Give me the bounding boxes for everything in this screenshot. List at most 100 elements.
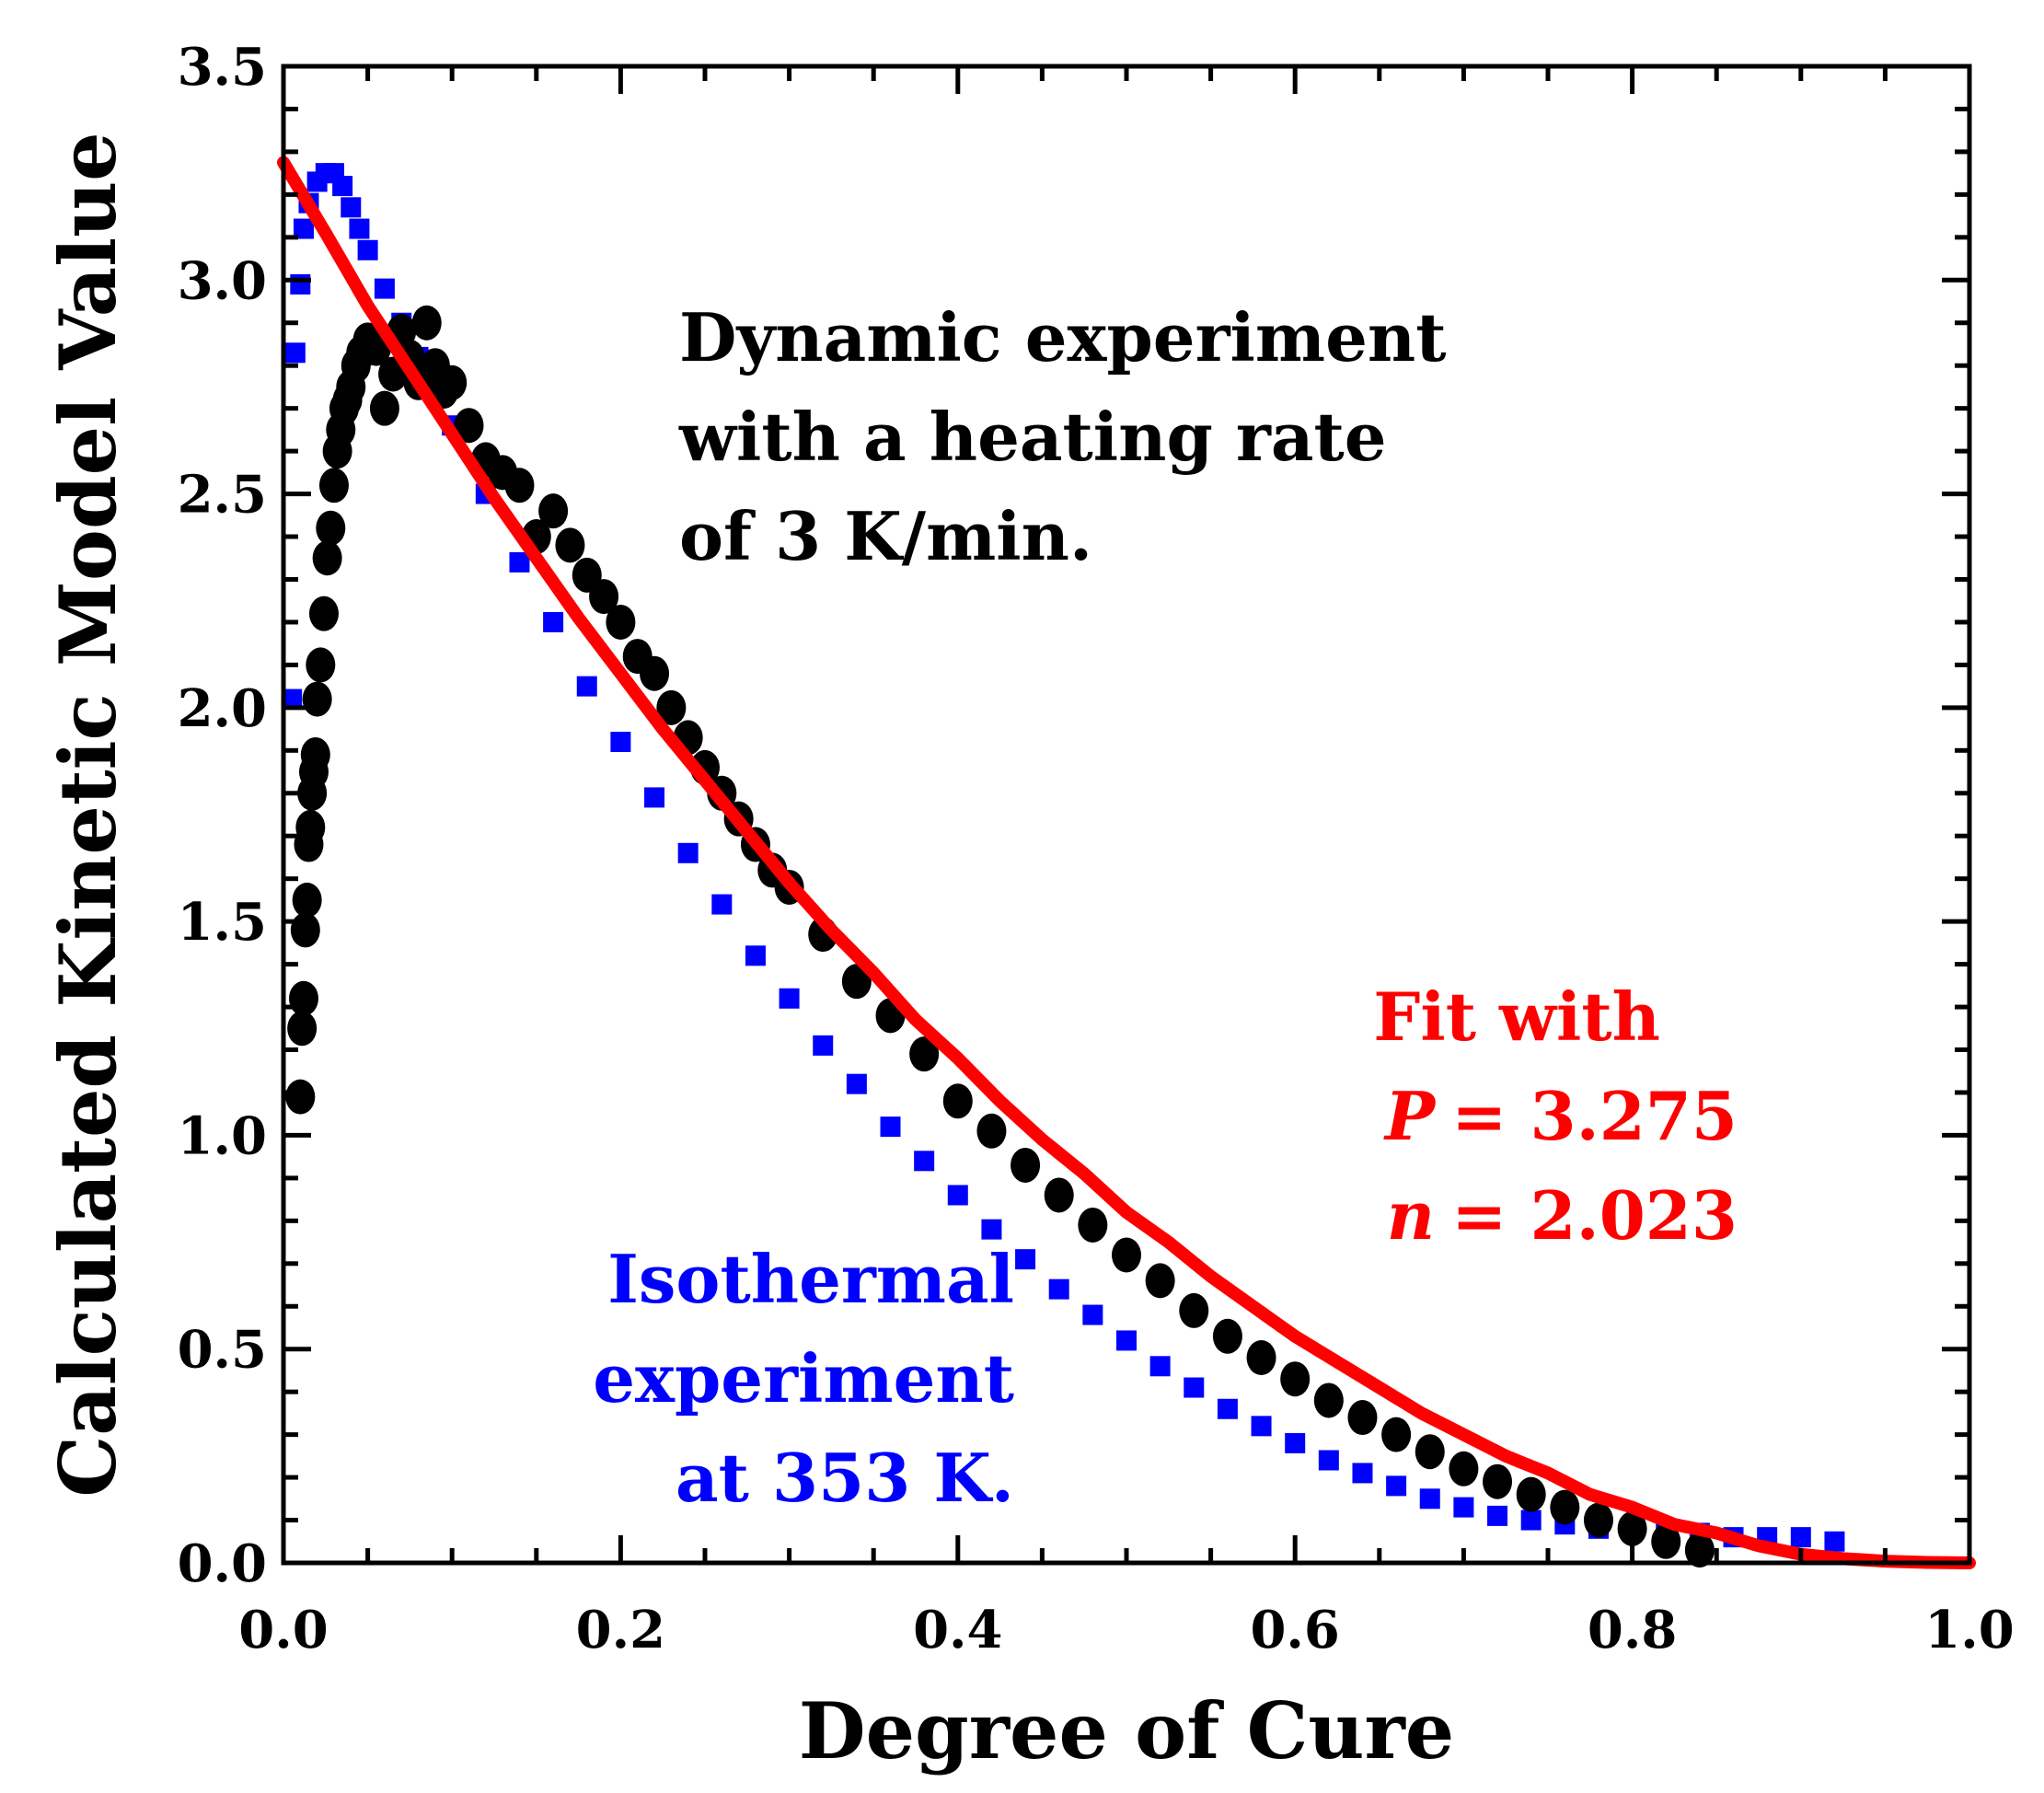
isothermal-point [1285, 1432, 1306, 1453]
dynamic-point [306, 647, 336, 683]
isothermal-point [846, 1073, 867, 1094]
isothermal-annotation: Isothermal experiment at 353 K. [593, 1240, 1014, 1517]
fit-annotation-n: n = 2.023 [1387, 1176, 1738, 1255]
dynamic-point [606, 604, 636, 640]
fit-annotation: Fit with P = 3.275 n = 2.023 [1373, 977, 1738, 1255]
dynamic-annotation-line-2: with a heating rate [678, 398, 1387, 476]
isothermal-point [1790, 1527, 1811, 1548]
isothermal-point [813, 1035, 834, 1056]
dynamic-point [1280, 1361, 1311, 1397]
dynamic-point [976, 1113, 1007, 1149]
isothermal-point [332, 176, 353, 197]
isothermal-point [880, 1116, 901, 1138]
dynamic-annotation-line-3: of 3 K/min. [679, 497, 1092, 575]
isothermal-point [341, 197, 362, 218]
dynamic-point [1078, 1207, 1108, 1243]
isothermal-point [290, 273, 311, 295]
dynamic-point [285, 1079, 316, 1115]
isothermal-point [1453, 1497, 1474, 1518]
x-tick-label: 0.0 [238, 1600, 328, 1660]
isothermal-point [349, 218, 370, 239]
isothermal-annotation-line-3: at 353 K. [676, 1439, 1014, 1517]
isothermal-point [947, 1185, 968, 1206]
y-tick-labels: 0.0 0.5 1.0 1.5 2.0 2.5 3.0 3.5 [178, 37, 267, 1594]
isothermal-point [1048, 1278, 1069, 1300]
dynamic-point [942, 1083, 973, 1119]
axis-ticks [281, 64, 1972, 1566]
y-tick-label: 3.5 [178, 37, 267, 98]
x-tick-label: 0.6 [1250, 1600, 1339, 1660]
isothermal-point [1487, 1505, 1508, 1526]
x-tick-label: 0.4 [913, 1600, 1002, 1660]
isothermal-point [745, 945, 766, 966]
dynamic-point [656, 689, 687, 725]
dynamic-point [1044, 1177, 1074, 1213]
dynamic-point [454, 408, 484, 444]
dynamic-point [1313, 1382, 1344, 1418]
dynamic-point [1617, 1510, 1647, 1546]
dynamic-point [295, 809, 326, 845]
y-tick-label: 0.0 [178, 1533, 267, 1594]
dynamic-point [1483, 1463, 1513, 1499]
y-tick-label: 1.5 [178, 892, 267, 953]
isothermal-point [1217, 1398, 1238, 1419]
isothermal-point [610, 732, 631, 753]
dynamic-point [640, 655, 670, 691]
isothermal-point [981, 1219, 1002, 1240]
isothermal-point [677, 842, 699, 863]
dynamic-point [288, 980, 318, 1016]
y-tick-label: 2.5 [178, 465, 267, 526]
isothermal-annotation-line-1: Isothermal [607, 1240, 1014, 1318]
dynamic-point [1145, 1263, 1175, 1299]
isothermal-point [1251, 1416, 1272, 1437]
dynamic-point [1246, 1340, 1276, 1376]
dynamic-point [1583, 1502, 1613, 1538]
dynamic-point [316, 510, 346, 546]
dynamic-point [369, 390, 399, 426]
dynamic-point [1415, 1434, 1445, 1470]
fit-curve [277, 156, 1976, 1569]
dynamic-point [841, 964, 872, 1000]
x-tick-label: 1.0 [1924, 1600, 2014, 1660]
isothermal-point [1015, 1249, 1036, 1270]
isothermal-annotation-line-2: experiment [593, 1339, 1014, 1417]
x-axis-title: Degree of Cure [799, 1685, 1454, 1776]
fit-p-symbol: P [1383, 1077, 1437, 1155]
dynamic-point [1212, 1318, 1242, 1354]
isothermal-point [1116, 1330, 1137, 1351]
isothermal-point [644, 787, 665, 808]
y-tick-label: 0.5 [178, 1320, 267, 1381]
dynamic-point [1550, 1489, 1580, 1525]
dynamic-point [300, 736, 330, 772]
dynamic-point [1010, 1147, 1041, 1183]
dynamic-point [589, 579, 619, 615]
x-tick-label: 0.8 [1588, 1600, 1677, 1660]
fit-annotation-title: Fit with [1373, 977, 1660, 1056]
isothermal-point [576, 676, 597, 697]
isothermal-point [779, 988, 800, 1009]
isothermal-point [374, 278, 395, 299]
dynamic-point [504, 468, 535, 503]
isothermal-point [1386, 1475, 1407, 1497]
dynamic-point [292, 882, 322, 918]
dynamic-point [312, 540, 342, 576]
isothermal-point [711, 894, 733, 915]
dynamic-annotation-line-1: Dynamic experiment [679, 298, 1446, 376]
dynamic-point [1516, 1476, 1546, 1512]
fit-annotation-p: P = 3.275 [1383, 1077, 1738, 1155]
y-axis-title: Calculated Kinetic Model Value [42, 132, 133, 1497]
isothermal-point [1149, 1356, 1171, 1377]
dynamic-point [411, 305, 442, 341]
dynamic-point [1381, 1417, 1412, 1452]
dynamic-point [308, 596, 339, 631]
isothermal-point [282, 688, 303, 710]
dynamic-point [1347, 1400, 1378, 1436]
isothermal-point [1824, 1531, 1845, 1552]
dynamic-point [538, 493, 569, 529]
isothermal-point [293, 218, 314, 239]
isothermal-point [1318, 1450, 1339, 1471]
dynamic-point [1449, 1451, 1479, 1486]
isothermal-point [1352, 1463, 1373, 1484]
fit-p-value: = 3.275 [1451, 1077, 1738, 1155]
y-tick-label: 1.0 [178, 1105, 267, 1166]
